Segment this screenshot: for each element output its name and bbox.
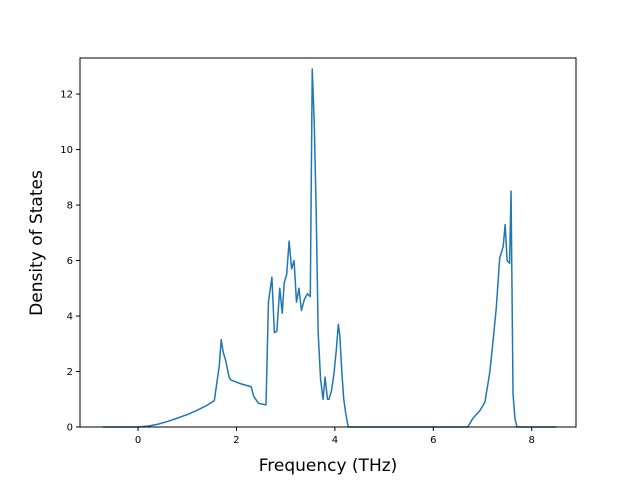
y-tick-label: 4 — [67, 312, 73, 323]
y-tick-label: 0 — [67, 423, 73, 434]
x-tick-label: 2 — [233, 435, 239, 446]
x-tick-label: 6 — [430, 435, 436, 446]
y-tick-label: 12 — [60, 90, 73, 101]
x-axis-label: Frequency (THz) — [259, 456, 398, 476]
axes-layer: 0 2 4 6 8 0 2 4 6 8 10 12 — [60, 57, 577, 446]
y-tick-label: 6 — [67, 256, 73, 267]
plot-frame — [79, 57, 577, 428]
y-tick-label: 8 — [67, 201, 73, 212]
y-tick-label: 10 — [60, 145, 73, 156]
x-tick-label: 4 — [332, 435, 338, 446]
y-tick-label: 2 — [67, 367, 73, 378]
dos-series-line — [102, 68, 557, 428]
plot-layer — [102, 68, 557, 428]
x-tick-label: 8 — [529, 435, 535, 446]
x-tick-label: 0 — [135, 435, 141, 446]
y-axis-label: Density of States — [27, 170, 47, 316]
